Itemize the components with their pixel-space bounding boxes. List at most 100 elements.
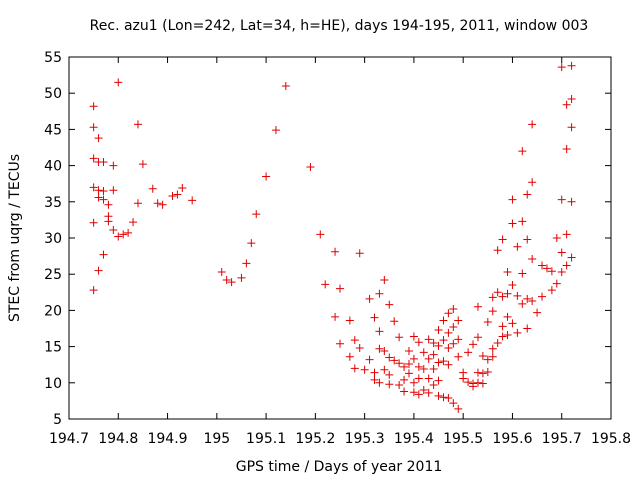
data-point <box>469 340 478 349</box>
data-point <box>538 261 547 270</box>
data-point <box>104 200 113 209</box>
data-point <box>473 333 482 342</box>
data-point <box>518 299 527 308</box>
data-point <box>567 253 576 262</box>
data-point <box>503 289 512 298</box>
data-points <box>89 61 576 413</box>
data-point <box>242 259 251 268</box>
data-point <box>390 317 399 326</box>
data-point <box>523 190 532 199</box>
data-point <box>336 284 344 293</box>
data-point <box>478 379 487 388</box>
data-point <box>345 316 354 325</box>
data-point <box>439 336 448 345</box>
data-point <box>498 292 507 301</box>
data-point <box>355 249 364 258</box>
data-point <box>449 304 458 313</box>
data-point <box>390 356 399 365</box>
data-point <box>89 286 98 295</box>
x-tick-label: 195.7 <box>542 431 582 447</box>
plot-frame <box>68 56 612 420</box>
data-point <box>533 308 542 317</box>
x-axis-label: GPS time / Days of year 2011 <box>236 459 443 475</box>
data-point <box>89 102 98 111</box>
data-point <box>133 199 142 208</box>
data-point <box>434 376 443 385</box>
y-tick-label: 55 <box>44 50 62 66</box>
data-point <box>424 374 433 383</box>
data-point <box>360 365 369 374</box>
data-point <box>538 292 547 301</box>
data-point <box>385 370 394 379</box>
y-tick-label: 50 <box>44 86 62 102</box>
data-point <box>434 391 443 400</box>
data-point <box>247 239 256 248</box>
y-tick-label: 5 <box>53 412 62 428</box>
data-point <box>429 365 438 374</box>
data-point <box>370 368 379 377</box>
data-point <box>380 346 389 355</box>
data-point <box>119 230 128 239</box>
data-point <box>114 232 123 241</box>
data-point <box>104 217 113 226</box>
data-point <box>478 369 487 378</box>
data-point <box>503 268 512 277</box>
x-tick-label: 195.3 <box>345 431 385 447</box>
data-point <box>567 123 576 132</box>
x-tick-label: 194.7 <box>49 431 89 447</box>
data-point <box>99 250 108 259</box>
data-point <box>404 346 413 355</box>
data-point <box>262 172 271 181</box>
chart-title: Rec. azu1 (Lon=242, Lat=34, h=HE), days … <box>90 18 589 34</box>
data-point <box>444 394 453 403</box>
data-point <box>434 341 443 350</box>
data-point <box>89 123 98 132</box>
data-point <box>365 294 374 303</box>
data-point <box>168 192 177 201</box>
data-point <box>409 388 418 397</box>
data-point <box>99 157 108 166</box>
data-point <box>94 134 103 143</box>
data-point <box>385 300 394 309</box>
data-point <box>138 160 147 169</box>
data-point <box>109 226 118 235</box>
x-tick-label: 195.8 <box>591 431 631 447</box>
data-point <box>114 78 123 87</box>
data-point <box>439 393 448 402</box>
data-point <box>395 380 404 389</box>
y-tick-label: 10 <box>44 376 62 392</box>
data-point <box>370 313 379 322</box>
data-point <box>523 235 532 244</box>
y-axis-label: STEC from uqrg / TECUs <box>7 154 23 322</box>
data-point <box>419 348 428 357</box>
data-point <box>439 357 448 366</box>
data-point <box>188 196 197 205</box>
data-point <box>513 291 522 300</box>
x-tick-label: 195 <box>203 431 230 447</box>
data-point <box>400 375 409 384</box>
data-point <box>483 367 492 376</box>
data-point <box>252 210 261 219</box>
data-point <box>562 144 571 153</box>
data-point <box>395 359 404 368</box>
data-point <box>508 281 517 290</box>
data-point <box>483 355 492 364</box>
data-point <box>444 360 453 369</box>
data-point <box>94 266 103 275</box>
data-point <box>513 328 522 337</box>
data-point <box>395 333 404 342</box>
data-point <box>89 218 98 227</box>
data-point <box>375 289 384 298</box>
y-tick-label: 35 <box>44 195 62 211</box>
data-point <box>237 273 246 282</box>
data-point <box>493 338 502 347</box>
data-point <box>94 193 103 202</box>
data-point <box>336 339 344 348</box>
data-point <box>434 358 443 367</box>
data-point <box>375 378 384 387</box>
data-point <box>498 322 507 331</box>
data-point <box>473 378 482 387</box>
y-tick-label: 25 <box>44 267 62 283</box>
data-point <box>473 368 482 377</box>
